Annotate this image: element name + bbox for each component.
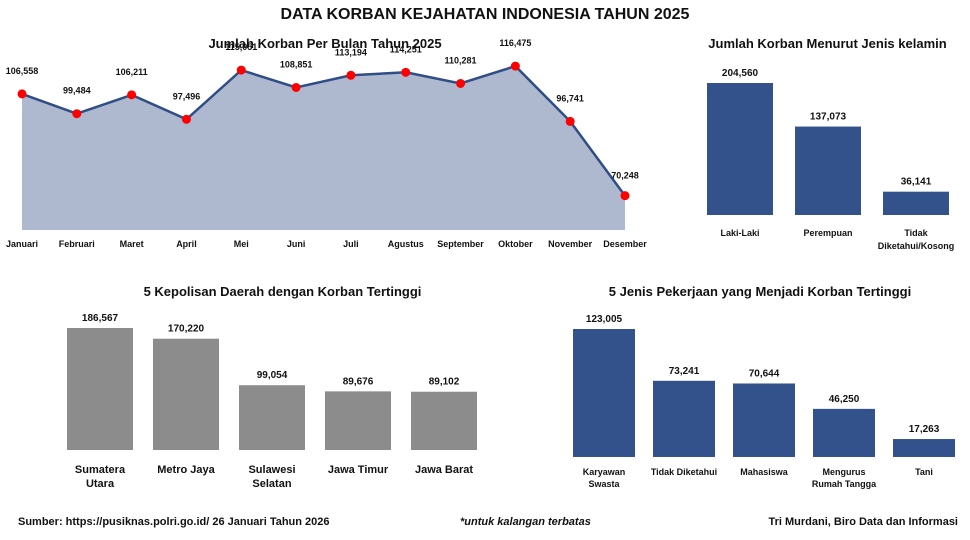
gender-category-label-1-0: Perempuan xyxy=(803,228,852,238)
monthly-category-label-6: Juli xyxy=(343,239,359,249)
occupation-bar-4 xyxy=(893,439,955,457)
monthly-data-label-4: 115,051 xyxy=(225,42,257,52)
gender-category-label-2-1: Diketahui/Kosong xyxy=(878,241,955,251)
gender-category-label-0-0: Laki-Laki xyxy=(720,228,759,238)
polda-category-label-1-0: Metro Jaya xyxy=(157,464,215,476)
monthly-data-label-10: 96,741 xyxy=(556,93,584,103)
monthly-point-2 xyxy=(127,90,137,100)
monthly-point-9 xyxy=(510,61,520,71)
polda-category-label-0-1: Utara xyxy=(86,478,115,490)
polda-category-label-4-0: Jawa Barat xyxy=(415,464,473,476)
occupation-chart-title: 5 Jenis Pekerjaan yang Menjadi Korban Te… xyxy=(608,284,912,299)
monthly-chart-title: Jumlah Korban Per Bulan Tahun 2025 xyxy=(208,36,442,51)
polda-bar-4 xyxy=(411,391,477,450)
monthly-point-4 xyxy=(236,65,246,75)
monthly-data-label-3: 97,496 xyxy=(173,91,201,101)
author-text: Tri Murdani, Biro Data dan Informasi xyxy=(768,516,958,528)
gender-bar-2 xyxy=(883,191,949,215)
monthly-category-label-1: Februari xyxy=(59,239,95,249)
monthly-point-1 xyxy=(72,109,82,119)
polda-category-label-3-0: Jawa Timur xyxy=(328,464,389,476)
monthly-point-10 xyxy=(565,116,575,126)
occupation-category-label-2-0: Mahasiswa xyxy=(740,467,789,477)
monthly-point-11 xyxy=(620,191,630,201)
monthly-category-label-4: Mei xyxy=(234,239,249,249)
polda-bar-1 xyxy=(153,338,219,450)
monthly-data-label-8: 110,281 xyxy=(445,55,477,65)
monthly-category-label-10: November xyxy=(548,239,593,249)
monthly-point-5 xyxy=(291,82,301,92)
monthly-category-label-2: Maret xyxy=(120,239,144,249)
polda-bar-2 xyxy=(239,385,305,450)
source-text: Sumber: https://pusiknas.polri.go.id/ 26… xyxy=(18,516,330,528)
occupation-bar-2 xyxy=(733,383,795,457)
occupation-category-label-4-0: Tani xyxy=(915,467,933,477)
occupation-category-label-3-0: Mengurus xyxy=(822,467,865,477)
polda-data-label-4: 89,102 xyxy=(429,377,460,388)
monthly-area xyxy=(22,66,625,230)
polda-bar-3 xyxy=(325,391,391,450)
occupation-data-label-0: 123,005 xyxy=(586,314,623,325)
monthly-data-label-6: 113,194 xyxy=(335,47,367,57)
restricted-note: *untuk kalangan terbatas xyxy=(460,516,591,528)
monthly-data-label-11: 70,248 xyxy=(611,171,639,181)
polda-bar-0 xyxy=(67,328,133,450)
monthly-data-label-5: 108,851 xyxy=(280,59,313,69)
gender-data-label-0: 204,560 xyxy=(722,68,759,79)
polda-category-label-0-0: Sumatera xyxy=(75,464,126,476)
monthly-data-label-9: 116,475 xyxy=(499,38,531,48)
occupation-data-label-1: 73,241 xyxy=(669,366,700,377)
gender-bar-0 xyxy=(707,83,773,215)
monthly-data-label-1: 99,484 xyxy=(63,86,91,96)
monthly-category-label-9: Oktober xyxy=(498,239,533,249)
occupation-data-label-4: 17,263 xyxy=(909,424,940,435)
polda-category-label-2-1: Selatan xyxy=(252,478,291,490)
monthly-category-label-5: Juni xyxy=(287,239,306,249)
monthly-category-label-0: Januari xyxy=(6,239,38,249)
polda-data-label-0: 186,567 xyxy=(82,313,119,324)
polda-chart-title: 5 Kepolisan Daerah dengan Korban Terting… xyxy=(143,284,422,299)
occupation-bar-0 xyxy=(573,329,635,457)
monthly-data-label-7: 114,251 xyxy=(390,44,422,54)
polda-data-label-1: 170,220 xyxy=(168,324,205,335)
monthly-point-6 xyxy=(346,70,356,80)
occupation-category-label-3-1: Rumah Tangga xyxy=(812,479,877,489)
monthly-category-label-11: Desember xyxy=(603,239,647,249)
gender-bar-1 xyxy=(795,126,861,215)
gender-data-label-1: 137,073 xyxy=(810,112,847,123)
monthly-category-label-8: September xyxy=(437,239,484,249)
occupation-category-label-0-0: Karyawan xyxy=(583,467,626,477)
occupation-data-label-3: 46,250 xyxy=(829,394,860,405)
occupation-category-label-1-0: Tidak Diketahui xyxy=(651,467,717,477)
occupation-bar-1 xyxy=(653,380,715,457)
monthly-category-label-3: April xyxy=(176,239,197,249)
gender-data-label-2: 36,141 xyxy=(901,177,932,188)
monthly-point-8 xyxy=(456,78,466,88)
monthly-data-label-2: 106,211 xyxy=(116,67,148,77)
gender-category-label-2-0: Tidak xyxy=(904,228,928,238)
monthly-line xyxy=(21,64,627,197)
occupation-bar-3 xyxy=(813,408,875,457)
occupation-data-label-2: 70,644 xyxy=(749,368,780,379)
polda-data-label-3: 89,676 xyxy=(343,376,374,387)
monthly-data-label-0: 106,558 xyxy=(6,66,39,76)
gender-chart-title: Jumlah Korban Menurut Jenis kelamin xyxy=(708,36,947,51)
occupation-category-label-0-1: Swasta xyxy=(588,479,620,489)
polda-data-label-2: 99,054 xyxy=(257,370,288,381)
monthly-category-label-7: Agustus xyxy=(388,239,424,249)
page-title: DATA KORBAN KEJAHATAN INDONESIA TAHUN 20… xyxy=(280,6,690,23)
monthly-point-3 xyxy=(181,114,191,124)
monthly-point-0 xyxy=(17,89,27,99)
monthly-point-7 xyxy=(401,67,411,77)
polda-category-label-2-0: Sulawesi xyxy=(248,464,295,476)
